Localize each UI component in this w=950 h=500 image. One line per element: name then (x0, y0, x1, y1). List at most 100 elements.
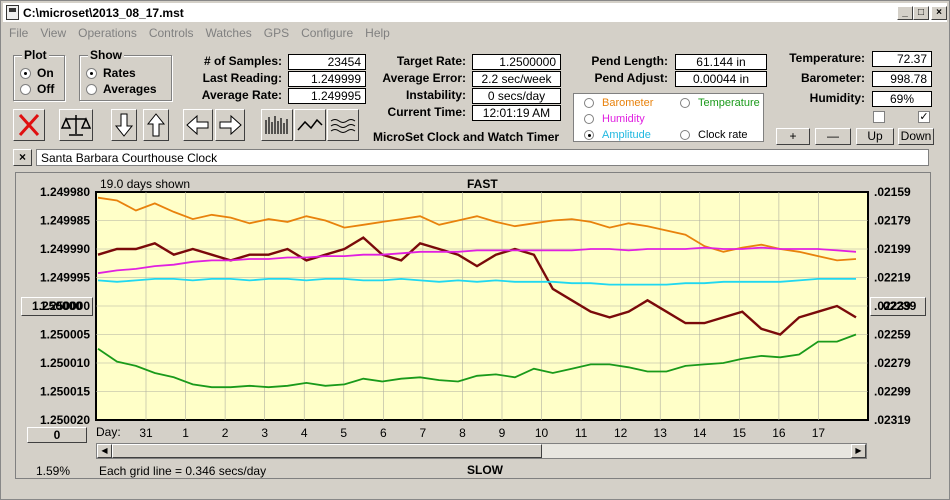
arrow-left-button[interactable] (183, 109, 213, 141)
down-button[interactable]: Down (898, 128, 934, 145)
menu-help[interactable]: Help (365, 26, 390, 40)
option-barometer-label: Barometer (602, 97, 654, 109)
show-group-title: Show (88, 48, 124, 62)
option-clock-rate[interactable]: Clock rate (680, 129, 748, 141)
right-tick-label: .02159 (874, 185, 911, 199)
option-amplitude-label: Amplitude (602, 129, 651, 141)
day-tick-label: 9 (499, 426, 506, 440)
env-checkbox-1[interactable] (873, 111, 885, 123)
minimize-button[interactable]: _ (897, 6, 913, 20)
menu-view[interactable]: View (40, 26, 67, 40)
day-tick-label: 1 (182, 426, 189, 440)
barometer-value: 998.78 (872, 71, 932, 87)
line-view-button[interactable] (294, 109, 326, 141)
menu-file[interactable]: File (9, 26, 29, 40)
option-humidity[interactable]: Humidity (584, 113, 645, 125)
day-axis-label: Day: (96, 425, 121, 439)
radio-dot-icon (20, 83, 31, 95)
left-tick-label: 1.249985 (40, 214, 90, 228)
day-tick-label: 12 (614, 426, 628, 440)
plot-group: Plot On Off (13, 48, 65, 101)
wave-graph-icon (330, 119, 356, 133)
left-tick-label: 1.250005 (40, 328, 90, 342)
option-amplitude[interactable]: Amplitude (584, 129, 651, 141)
menu-watches[interactable]: Watches (205, 26, 252, 40)
scroll-right-icon[interactable]: ▶ (851, 444, 866, 458)
scroll-thumb[interactable] (112, 444, 542, 458)
option-clock-rate-label: Clock rate (698, 129, 748, 141)
chart-scrollbar[interactable]: ◀ ▶ (96, 443, 867, 459)
line-graph-icon (297, 118, 323, 131)
option-temperature[interactable]: Temperature (680, 97, 760, 109)
plus-button[interactable]: + (776, 128, 810, 145)
balance-button[interactable] (59, 109, 93, 141)
left-axis-button[interactable]: 1.250000 (21, 297, 93, 316)
pend-length-label: Pend Length: (591, 54, 668, 68)
plot-group-title: Plot (22, 48, 49, 62)
close-clock-button[interactable]: × (13, 149, 32, 166)
series-line-barometer (97, 196, 857, 262)
arrow-right-button[interactable] (215, 109, 245, 141)
minus-button[interactable]: — (815, 128, 851, 145)
average-rate-label: Average Rate: (201, 88, 282, 102)
day-tick-label: 10 (535, 426, 549, 440)
option-humidity-label: Humidity (602, 113, 645, 125)
grid-note: Each grid line = 0.346 secs/day (99, 464, 267, 478)
right-tick-label: .02219 (874, 271, 911, 285)
day-tick-label: 7 (420, 426, 427, 440)
graph-options-panel: Barometer Temperature Humidity Amplitude… (573, 93, 764, 142)
close-window-button[interactable]: × (931, 6, 947, 20)
day-tick-label: 15 (733, 426, 747, 440)
series-line-amplitude (97, 277, 856, 286)
title-bar: C:\microset\2013_08_17.mst _ □ × (3, 3, 947, 22)
day-tick-label: 31 (139, 426, 153, 440)
up-button[interactable]: Up (856, 128, 894, 145)
arrow-up-button[interactable] (143, 109, 169, 141)
day-tick-label: 6 (380, 426, 387, 440)
menu-bar: File View Operations Controls Watches GPS Conf… (3, 23, 396, 43)
plot-off-radio[interactable]: Off (20, 82, 54, 96)
option-barometer[interactable]: Barometer (584, 97, 653, 109)
radio-dot-icon (584, 114, 594, 124)
day-tick-label: 2 (222, 426, 229, 440)
day-tick-label: 11 (575, 426, 588, 440)
radio-dot-icon (680, 130, 690, 140)
radio-dot-icon (584, 130, 594, 140)
temperature-value: 72.37 (872, 51, 932, 67)
show-rates-radio[interactable]: Rates (86, 66, 136, 80)
show-group: Show Rates Averages (79, 48, 172, 101)
close-icon: × (18, 150, 26, 164)
wave-view-button[interactable] (327, 109, 359, 141)
samples-label: # of Samples: (203, 54, 282, 68)
bottom-axis-button[interactable]: 0 (27, 427, 87, 443)
average-error-value: 2.2 sec/week (472, 71, 561, 87)
env-checkbox-2[interactable]: ✓ (918, 111, 930, 123)
day-tick-label: 4 (301, 426, 308, 440)
balance-scale-icon (60, 115, 92, 136)
option-temperature-label: Temperature (698, 97, 760, 109)
bar-view-button[interactable] (261, 109, 293, 141)
left-tick-label: 1.250010 (40, 356, 90, 370)
arrow-down-button[interactable] (111, 109, 137, 141)
clear-button[interactable] (13, 109, 45, 141)
current-time-label: Current Time: (387, 105, 466, 119)
show-averages-radio[interactable]: Averages (86, 82, 157, 96)
menu-operations[interactable]: Operations (78, 26, 137, 40)
average-rate-value: 1.249995 (288, 88, 366, 104)
day-tick-label: 13 (654, 426, 668, 440)
scroll-left-icon[interactable]: ◀ (97, 444, 112, 458)
menu-configure[interactable]: Configure (301, 26, 354, 40)
radio-dot-icon (20, 67, 31, 79)
clock-name-field[interactable]: Santa Barbara Courthouse Clock (36, 149, 929, 166)
percent-label: 1.59% (36, 464, 71, 478)
menu-controls[interactable]: Controls (148, 26, 194, 40)
right-axis-button[interactable]: .02239 (870, 297, 926, 316)
plot-on-radio[interactable]: On (20, 66, 54, 80)
pend-adjust-label: Pend Adjust: (594, 71, 668, 85)
chart-panel: 19.0 days shown FAST SLOW Each grid line… (15, 172, 931, 479)
maximize-button[interactable]: □ (913, 6, 929, 20)
pend-length-value: 61.144 in (675, 54, 767, 70)
menu-gps[interactable]: GPS (263, 26, 290, 40)
show-rates-label: Rates (103, 66, 136, 80)
